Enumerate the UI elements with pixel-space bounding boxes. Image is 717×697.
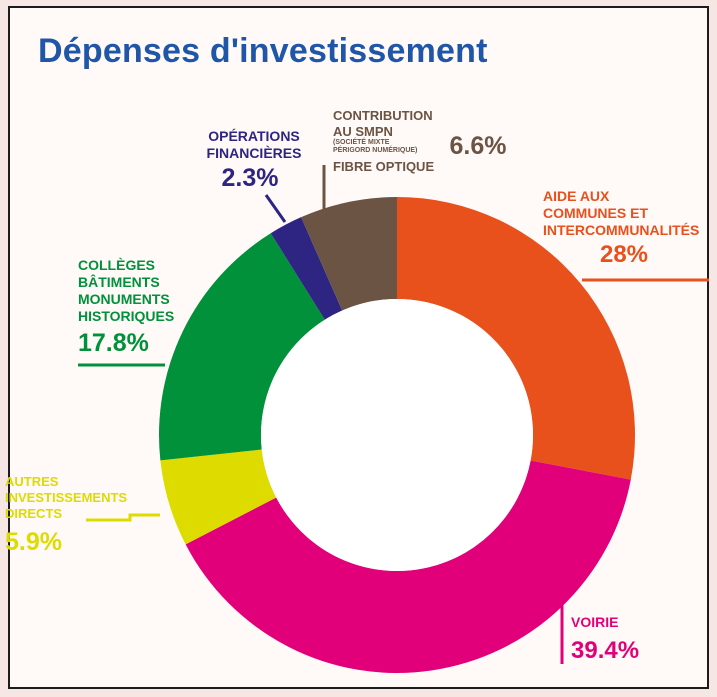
label-autres-line-0: AUTRES — [5, 474, 59, 489]
slice-voirie — [185, 460, 631, 674]
label-colleges-line-3: HISTORIQUES — [78, 308, 174, 324]
connector-operations — [264, 194, 287, 223]
label-smpn-extra: FIBRE OPTIQUE — [333, 159, 434, 174]
slice-smpn — [301, 197, 397, 311]
slice-colleges — [159, 233, 325, 461]
chart-title: Dépenses d'investissement — [38, 32, 488, 70]
label-autres-line-1: INVESTISSEMENTS — [5, 490, 127, 505]
label-smpn-sub-1: PÉRIGORD NUMÉRIQUE) — [333, 145, 417, 154]
slice-autres — [160, 449, 277, 545]
value-smpn: 6.6% — [450, 132, 507, 160]
slice-aide — [397, 197, 635, 480]
value-autres: 5.9% — [5, 528, 62, 556]
label-operations-line-0: OPÉRATIONS — [208, 128, 300, 144]
label-aide-line-1: COMMUNES ET — [543, 205, 648, 221]
label-colleges-line-1: BÂTIMENTS — [78, 273, 160, 290]
label-aide-line-2: INTERCOMMUNALITÉS — [543, 222, 699, 238]
label-operations-line-1: FINANCIÈRES — [207, 145, 302, 161]
label-colleges-line-2: MONUMENTS — [78, 291, 170, 307]
value-aide: 28% — [600, 241, 648, 268]
donut-hole — [261, 299, 533, 571]
label-smpn-line-1: AU SMPN — [333, 124, 393, 139]
label-colleges-line-0: COLLÈGES — [78, 257, 155, 273]
label-smpn-sub-0: (SOCIÉTÉ MIXTE — [333, 137, 390, 146]
label-smpn-line-0: CONTRIBUTION — [333, 108, 433, 123]
label-autres-line-2: DIRECTS — [5, 506, 62, 521]
value-voirie: 39.4% — [571, 637, 639, 664]
label-aide-line-0: AIDE AUX — [543, 188, 610, 204]
value-colleges: 17.8% — [78, 329, 149, 357]
connector-autres — [86, 513, 160, 522]
value-operations: 2.3% — [222, 164, 279, 192]
label-voirie-line-0: VOIRIE — [571, 614, 618, 630]
slice-operations — [270, 217, 343, 320]
